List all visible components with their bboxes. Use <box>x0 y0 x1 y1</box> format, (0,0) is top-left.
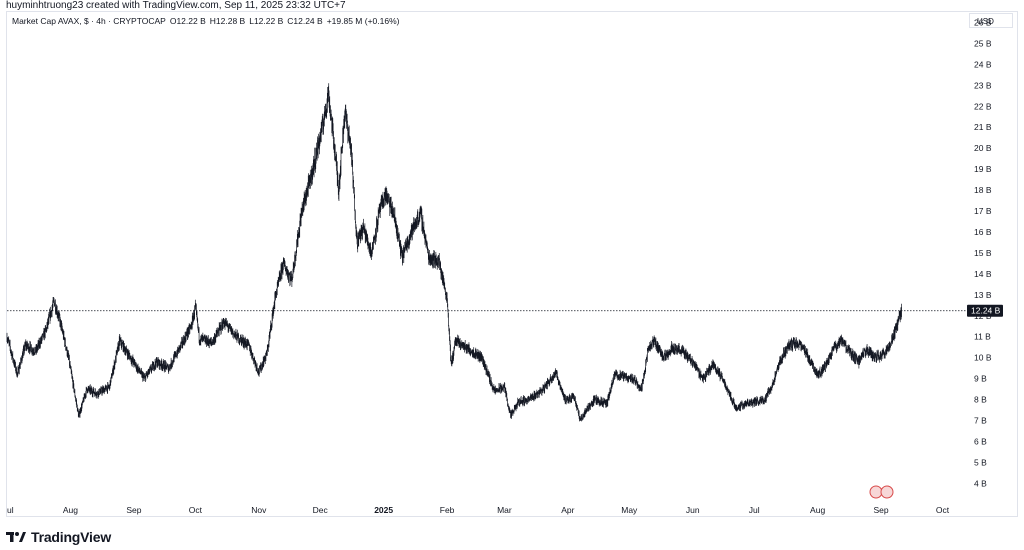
ohlc-low: L12.22 B <box>249 16 284 26</box>
tradingview-logo-icon <box>6 532 26 542</box>
x-tick-label: Oct <box>936 505 950 515</box>
brand-name: TradingView <box>31 529 112 545</box>
x-tick-label: Sep <box>126 505 141 515</box>
y-tick-label: 7 B <box>974 415 987 425</box>
chart-attribution: huyminhtruong23 created with TradingView… <box>6 0 346 11</box>
y-tick-label: 4 B <box>974 478 987 488</box>
x-tick-label: Sep <box>874 505 889 515</box>
y-tick-label: 14 B <box>974 269 992 279</box>
economic-event-icon[interactable] <box>869 485 883 499</box>
y-tick-label: 5 B <box>974 457 987 467</box>
x-tick-label: 2025 <box>374 505 393 515</box>
y-tick-label: 13 B <box>974 290 992 300</box>
y-tick-label: 9 B <box>974 374 987 384</box>
ohlc-high: H12.28 B <box>209 16 246 26</box>
y-tick-label: 20 B <box>974 143 992 153</box>
y-tick-label: 25 B <box>974 38 992 48</box>
chart-frame <box>6 11 1018 517</box>
ohlc-close: C12.24 B <box>287 16 323 26</box>
y-tick-label: 18 B <box>974 185 992 195</box>
x-tick-label: Mar <box>497 505 512 515</box>
y-tick-label: 21 B <box>974 122 992 132</box>
candle-series <box>6 83 902 422</box>
x-tick-label: Apr <box>561 505 574 515</box>
x-tick-label: Jul <box>749 505 760 515</box>
price-change: +19.85 M (+0.16%) <box>326 16 400 26</box>
last-price-label: 12.24 B <box>971 306 1001 316</box>
x-tick-label: May <box>621 505 638 515</box>
last-price-badge <box>967 304 1003 317</box>
y-tick-label: 10 B <box>974 353 992 363</box>
economic-event-icon[interactable] <box>880 485 894 499</box>
x-tick-label: ul <box>7 505 14 515</box>
x-tick-label: Feb <box>440 505 455 515</box>
symbol-name[interactable]: Market Cap AVAX, $ · 4h · CRYPTOCAP <box>12 16 166 26</box>
x-tick-label: Dec <box>313 505 329 515</box>
x-tick-label: Aug <box>63 505 78 515</box>
x-tick-label: Oct <box>189 505 203 515</box>
y-tick-label: 8 B <box>974 395 987 405</box>
y-tick-label: 17 B <box>974 206 992 216</box>
y-tick-label: 19 B <box>974 164 992 174</box>
y-tick-label: 22 B <box>974 101 992 111</box>
symbol-legend[interactable]: Market Cap AVAX, $ · 4h · CRYPTOCAP O12.2… <box>12 16 403 26</box>
y-tick-label: 26 B <box>974 17 992 27</box>
currency-selector[interactable]: USD <box>969 13 1013 28</box>
y-tick-label: 23 B <box>974 80 992 90</box>
ohlc-open: O12.22 B <box>169 16 206 26</box>
y-tick-label: 24 B <box>974 59 992 69</box>
x-tick-label: Aug <box>810 505 825 515</box>
x-tick-label: Jun <box>686 505 700 515</box>
tradingview-brand[interactable]: TradingView <box>6 529 111 545</box>
y-tick-label: 6 B <box>974 436 987 446</box>
y-tick-label: 11 B <box>974 332 991 342</box>
y-tick-label: 16 B <box>974 227 992 237</box>
y-tick-label: 15 B <box>974 248 992 258</box>
x-tick-label: Nov <box>251 505 267 515</box>
